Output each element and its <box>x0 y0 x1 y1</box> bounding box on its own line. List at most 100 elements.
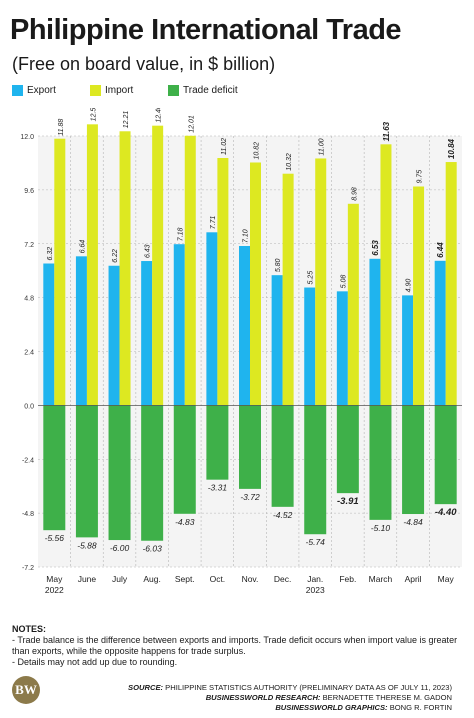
y-tick-label: 0.0 <box>24 403 34 410</box>
legend-swatch-export <box>12 85 23 96</box>
export-value-label: 4.90 <box>406 279 413 293</box>
legend-swatch-import <box>90 85 101 96</box>
import-bar <box>413 186 425 406</box>
x-category-label: Feb. <box>339 574 356 584</box>
y-tick-label: 4.8 <box>24 296 34 303</box>
deficit-bar <box>108 405 131 541</box>
x-category-label: Jan. <box>307 574 323 584</box>
legend-label-import: Import <box>105 85 134 96</box>
legend-label-deficit: Trade deficit <box>183 85 238 96</box>
x-category-label: March <box>369 574 393 584</box>
deficit-value-label: -3.72 <box>240 492 260 502</box>
y-tick-label: 9.6 <box>24 188 34 195</box>
deficit-bar <box>402 405 425 515</box>
export-bar <box>43 263 55 406</box>
import-value-label: 12.21 <box>123 111 130 129</box>
x-category-label: Aug. <box>143 574 161 584</box>
export-value-label: 7.10 <box>243 229 250 243</box>
export-value-label: 5.08 <box>340 275 347 289</box>
export-bar <box>206 232 218 406</box>
research-label: BUSINESSWORLD RESEARCH: <box>205 693 321 702</box>
businessworld-logo: BW <box>12 676 40 704</box>
x-category-label: 2022 <box>45 585 64 595</box>
export-value-label: 7.18 <box>177 227 184 241</box>
deficit-value-label: -4.40 <box>435 507 457 518</box>
import-value-label: 11.00 <box>319 138 326 155</box>
import-value-label: 10.82 <box>254 142 261 160</box>
x-category-label: Nov. <box>242 574 259 584</box>
import-bar <box>54 138 66 406</box>
deficit-bar <box>173 405 196 514</box>
source-label: SOURCE: <box>128 683 164 692</box>
import-bar <box>380 144 392 406</box>
import-value-label: 12.46 <box>156 108 163 123</box>
import-value-label: 10.84 <box>447 138 456 159</box>
import-bar <box>119 131 131 406</box>
export-value-label: 7.71 <box>210 216 217 230</box>
y-tick-label: -7.2 <box>22 565 34 572</box>
x-category-label: July <box>112 574 128 584</box>
import-bar <box>315 158 327 406</box>
export-bar <box>239 245 250 406</box>
deficit-value-label: -5.74 <box>306 537 326 547</box>
deficit-value-label: -4.83 <box>175 517 195 527</box>
chart-title: Philippine International Trade <box>10 14 402 46</box>
x-category-label: May <box>438 574 455 584</box>
import-value-label: 8.98 <box>351 187 358 201</box>
deficit-bar <box>369 405 392 520</box>
x-category-label: Sept. <box>175 574 195 584</box>
import-value-label: 11.88 <box>58 119 65 136</box>
export-value-label: 6.43 <box>145 244 152 258</box>
x-category-label: June <box>78 574 97 584</box>
deficit-bar <box>43 405 66 531</box>
import-value-label: 12.52 <box>90 108 97 121</box>
x-category-label: 2023 <box>306 585 325 595</box>
import-value-label: 11.63 <box>382 121 391 141</box>
import-value-label: 10.32 <box>286 153 293 171</box>
export-bar <box>108 265 120 406</box>
deficit-value-label: -4.84 <box>403 517 423 527</box>
graphics-text: BONG R. FORTIN <box>389 703 452 712</box>
import-bar <box>250 162 261 406</box>
deficit-value-label: -5.56 <box>45 533 65 543</box>
export-value-label: 6.22 <box>112 249 119 263</box>
legend-label-export: Export <box>27 85 56 96</box>
export-bar <box>336 291 348 406</box>
chart-subtitle: (Free on board value, in $ billion) <box>12 54 276 74</box>
export-value-label: 5.25 <box>308 271 315 285</box>
y-tick-label: -4.8 <box>22 511 34 518</box>
x-category-label: Oct. <box>210 574 226 584</box>
export-bar <box>141 261 153 406</box>
deficit-bar <box>336 405 359 494</box>
deficit-value-label: -4.52 <box>273 510 293 520</box>
deficit-bar <box>206 405 229 480</box>
export-value-label: 6.44 <box>436 242 445 258</box>
deficit-bar <box>141 405 164 541</box>
x-category-label: May <box>46 574 63 584</box>
notes-line-1: - Trade balance is the difference betwee… <box>12 635 458 656</box>
export-bar <box>271 275 283 406</box>
import-bar <box>445 162 457 406</box>
export-value-label: 6.53 <box>371 240 380 256</box>
export-value-label: 6.32 <box>47 247 54 261</box>
export-value-label: 5.80 <box>275 258 282 272</box>
y-tick-label: 2.4 <box>24 350 34 357</box>
research-line: BUSINESSWORLD RESEARCH: BERNADETTE THERE… <box>128 693 452 703</box>
export-bar <box>173 244 185 406</box>
import-bar <box>347 203 359 406</box>
import-bar <box>184 135 196 406</box>
source-text: PHILIPPINE STATISTICS AUTHORITY (PRELIMI… <box>165 683 452 692</box>
deficit-bar <box>239 405 261 489</box>
export-bar <box>434 260 446 406</box>
deficit-value-label: -6.00 <box>110 543 130 553</box>
import-bar <box>152 125 164 406</box>
research-text: BERNADETTE THERESE M. GADON <box>322 693 452 702</box>
notes: NOTES: - Trade balance is the difference… <box>12 624 462 668</box>
import-value-label: 12.01 <box>188 115 195 133</box>
import-bar <box>282 173 294 406</box>
deficit-value-label: -6.03 <box>142 544 162 554</box>
deficit-bar <box>304 405 327 535</box>
legend-swatch-deficit <box>168 85 179 96</box>
x-category-label: Dec. <box>274 574 291 584</box>
credits: SOURCE: PHILIPPINE STATISTICS AUTHORITY … <box>128 683 452 713</box>
